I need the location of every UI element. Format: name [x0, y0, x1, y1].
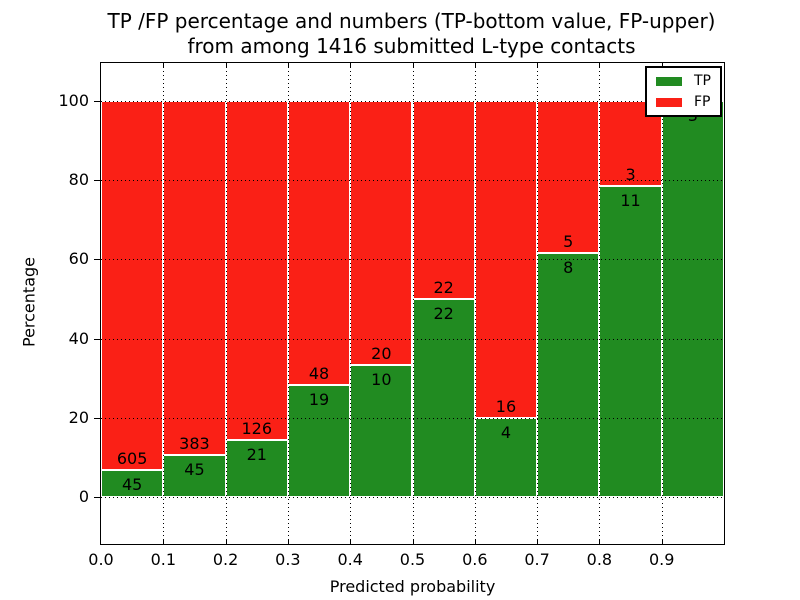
- tp-count-label: 10: [371, 370, 392, 389]
- tp-count-label: 22: [433, 304, 454, 323]
- legend-label-tp: TP: [694, 73, 711, 89]
- y-tick-label: 60: [68, 249, 89, 269]
- x-tick-label: 0.2: [212, 550, 239, 569]
- tp-segment: [537, 253, 600, 497]
- tp-count-label: 21: [246, 445, 267, 465]
- x-tick-mark-bottom: [599, 539, 601, 544]
- y-axis-label: Percentage: [19, 256, 39, 348]
- x-tick-label: 0.0: [88, 550, 114, 569]
- y-tick-mark: [94, 338, 100, 340]
- legend-swatch-fp-icon: [656, 97, 682, 107]
- fp-count-label: 605: [116, 448, 148, 468]
- y-tick-mark: [94, 259, 100, 261]
- tp-count-label: 4: [500, 422, 512, 442]
- x-gridline: [474, 63, 476, 544]
- x-tick-label: 0.8: [586, 550, 613, 569]
- fp-count-label: 126: [241, 419, 273, 439]
- legend-item-fp: FP: [656, 95, 711, 109]
- x-gridline: [537, 63, 539, 544]
- fp-segment: [163, 101, 226, 456]
- tp-count-label: 8: [563, 258, 574, 278]
- x-tick-label: 0.5: [399, 550, 426, 569]
- fp-segment: [287, 101, 351, 385]
- legend: TP FP: [645, 66, 722, 117]
- x-gridline: [163, 63, 165, 544]
- x-tick-label: 0.9: [648, 550, 675, 569]
- y-tick-mark: [94, 101, 100, 102]
- x-tick-mark-bottom: [287, 539, 289, 544]
- x-gridline: [287, 63, 289, 544]
- x-gridline: [350, 63, 352, 544]
- fp-count-label: 383: [179, 434, 210, 454]
- fp-segment: [350, 101, 413, 365]
- fp-count-label: 5: [563, 232, 574, 252]
- x-tick-mark-top: [661, 63, 663, 68]
- tp-count-label: 45: [121, 474, 143, 494]
- fp-count-label: 3: [625, 164, 636, 184]
- x-tick-mark-top: [287, 63, 289, 68]
- x-tick-mark-top: [537, 63, 539, 68]
- tp-count-label: 45: [184, 460, 205, 480]
- tp-segment: [599, 185, 662, 497]
- legend-item-tp: TP: [656, 74, 711, 88]
- x-tick-label: 0.7: [524, 550, 550, 569]
- y-tick-label: 100: [58, 91, 89, 110]
- fp-count-label: 48: [308, 363, 330, 383]
- y-tick-mark: [94, 417, 100, 419]
- tp-segment: [101, 469, 164, 497]
- x-tick-label: 0.1: [150, 550, 177, 569]
- y-tick-label: 40: [68, 328, 89, 348]
- fp-segment: [225, 101, 288, 441]
- x-tick-label: 0.4: [337, 550, 363, 569]
- tp-segment: [474, 417, 538, 497]
- y-tick-label: 80: [68, 170, 89, 190]
- tp-segment: [350, 365, 413, 497]
- fp-count-label: 20: [371, 344, 392, 363]
- tp-segment: [163, 455, 226, 497]
- fp-segment: [101, 101, 164, 470]
- chart-title-line1: TP /FP percentage and numbers (TP-bottom…: [107, 9, 716, 33]
- x-gridline: [225, 63, 227, 544]
- legend-label-fp: FP: [694, 94, 711, 110]
- x-gridline: [599, 63, 601, 544]
- fp-count-label: 22: [433, 278, 454, 297]
- x-axis-label: Predicted probability: [329, 577, 496, 596]
- tp-segment: [225, 440, 288, 497]
- x-tick-mark-bottom: [537, 539, 539, 544]
- chart-title-line2: from among 1416 submitted L-type contact…: [187, 34, 636, 58]
- y-tick-mark: [94, 497, 100, 498]
- x-tick-mark-top: [350, 63, 352, 68]
- x-tick-mark-bottom: [661, 539, 663, 544]
- x-tick-mark-top: [225, 63, 227, 68]
- tp-segment: [287, 384, 351, 497]
- plot-area: Predicted probability 0 20 40 60 80 100 0.0 0.1…: [58, 62, 725, 596]
- legend-swatch-tp-icon: [656, 76, 682, 86]
- y-tick-label: 0: [78, 487, 89, 506]
- x-gridline: [661, 63, 663, 544]
- x-tick-mark-top: [163, 63, 165, 68]
- x-tick-mark-bottom: [412, 539, 414, 544]
- x-tick-mark-bottom: [225, 539, 227, 544]
- x-tick-mark-top: [412, 63, 414, 68]
- y-tick-mark: [94, 180, 100, 182]
- chart-title: TP /FP percentage and numbers (TP-bottom…: [100, 9, 723, 59]
- y-tick-label: 20: [68, 407, 89, 427]
- x-tick-label: 0.3: [275, 550, 301, 569]
- x-tick-mark-bottom: [163, 539, 165, 544]
- tp-count-label: 11: [620, 190, 641, 210]
- tp-count-label: 19: [308, 389, 330, 409]
- x-tick-mark-top: [474, 63, 476, 68]
- x-tick-mark-bottom: [474, 539, 476, 544]
- x-tick-mark-bottom: [350, 539, 352, 544]
- x-tick-label: 0.6: [462, 550, 488, 569]
- tp-segment: [661, 101, 724, 497]
- fp-segment: [412, 101, 475, 299]
- fp-count-label: 16: [495, 396, 517, 416]
- fp-segment: [537, 101, 600, 254]
- tp-segment: [412, 299, 475, 497]
- x-tick-mark-top: [599, 63, 601, 68]
- x-gridline: [412, 63, 414, 544]
